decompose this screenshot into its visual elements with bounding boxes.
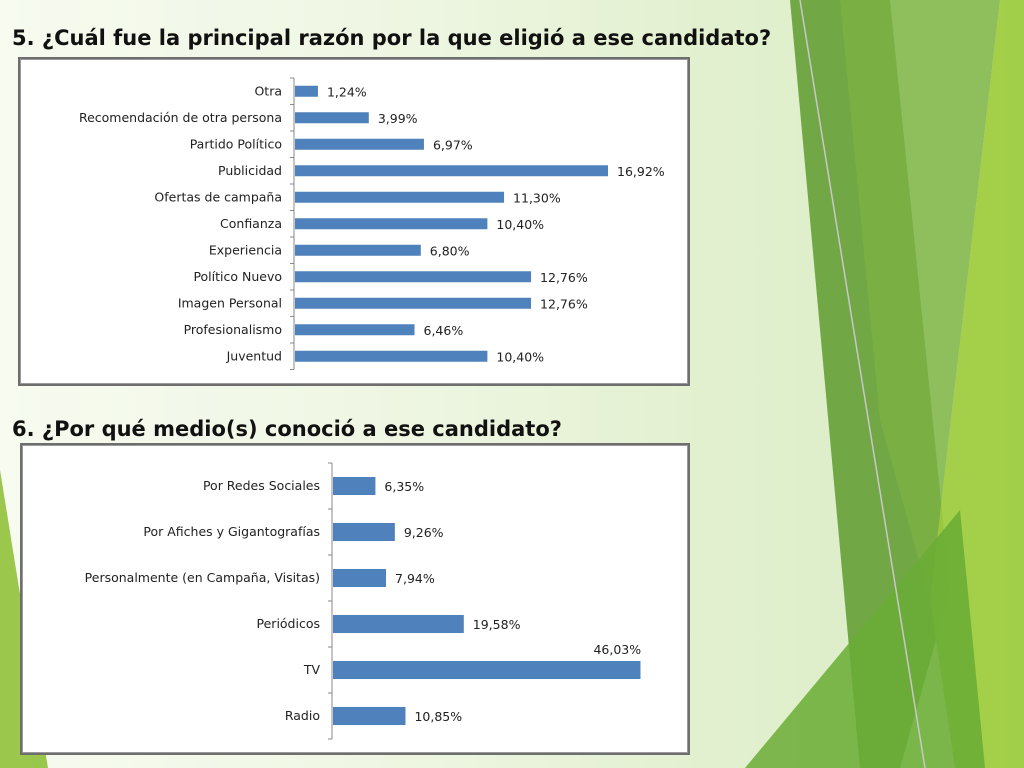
category-label: Por Afiches y Gigantografías <box>143 524 320 539</box>
data-label: 6,35% <box>384 479 424 494</box>
chart-q5-svg: Otra 1,24% Recomendación de otra persona 3,… <box>79 77 665 370</box>
data-label: 12,76% <box>540 296 588 311</box>
category-label: Juventud <box>226 348 282 363</box>
category-label: Confianza <box>220 216 282 231</box>
data-label: 46,03% <box>593 642 641 657</box>
bar <box>295 85 318 97</box>
q5-title: 5. ¿Cuál fue la principal razón por la q… <box>12 26 772 50</box>
category-label: Imagen Personal <box>178 295 282 310</box>
bar <box>295 138 424 150</box>
bar <box>333 569 387 587</box>
data-label: 12,76% <box>540 270 588 285</box>
bar <box>295 271 532 283</box>
bar <box>333 661 641 679</box>
category-label: Experiencia <box>209 242 282 257</box>
data-label: 7,94% <box>395 571 435 586</box>
category-label: Por Redes Sociales <box>203 478 320 493</box>
data-label: 9,26% <box>404 525 444 540</box>
data-label: 10,85% <box>414 709 462 724</box>
category-label: Partido Político <box>190 136 282 151</box>
category-label: Otra <box>254 83 282 98</box>
bar <box>333 523 395 541</box>
data-label: 16,92% <box>617 164 665 179</box>
bar <box>295 218 488 230</box>
category-label: Profesionalismo <box>184 322 282 337</box>
bar <box>295 112 369 124</box>
category-label: Periódicos <box>257 616 320 631</box>
data-label: 6,80% <box>430 243 470 258</box>
q6-title: 6. ¿Por qué medio(s) conoció a ese candi… <box>12 417 562 441</box>
bar <box>295 191 505 203</box>
data-label: 11,30% <box>513 190 561 205</box>
deco-line <box>799 0 926 768</box>
data-label: 6,97% <box>433 137 473 152</box>
bar <box>295 297 532 309</box>
bar <box>295 324 415 336</box>
category-label: TV <box>303 662 321 677</box>
category-label: Radio <box>285 708 320 723</box>
bar <box>333 707 406 725</box>
category-label: Personalmente (en Campaña, Visitas) <box>85 570 320 585</box>
bar <box>333 477 376 495</box>
data-label: 1,24% <box>327 84 367 99</box>
data-label: 10,40% <box>496 349 544 364</box>
deco-shape-bottom <box>745 510 985 768</box>
bar <box>295 350 488 362</box>
chart-q6: Por Redes Sociales 6,35% Por Afiches y Gig… <box>20 443 690 755</box>
category-label: Publicidad <box>218 163 282 178</box>
data-label: 19,58% <box>473 617 521 632</box>
chart-q5: Otra 1,24% Recomendación de otra persona 3,… <box>18 57 690 386</box>
chart-q6-svg: Por Redes Sociales 6,35% Por Afiches y Gig… <box>85 462 641 740</box>
bar <box>295 244 421 256</box>
category-label: Recomendación de otra persona <box>79 110 282 125</box>
data-label: 10,40% <box>496 217 544 232</box>
category-label: Ofertas de campaña <box>154 189 282 204</box>
data-label: 6,46% <box>424 323 464 338</box>
deco-shape-mid <box>840 0 1000 600</box>
bar <box>333 615 464 633</box>
bar <box>295 165 609 177</box>
category-label: Político Nuevo <box>193 269 282 284</box>
data-label: 3,99% <box>378 111 418 126</box>
